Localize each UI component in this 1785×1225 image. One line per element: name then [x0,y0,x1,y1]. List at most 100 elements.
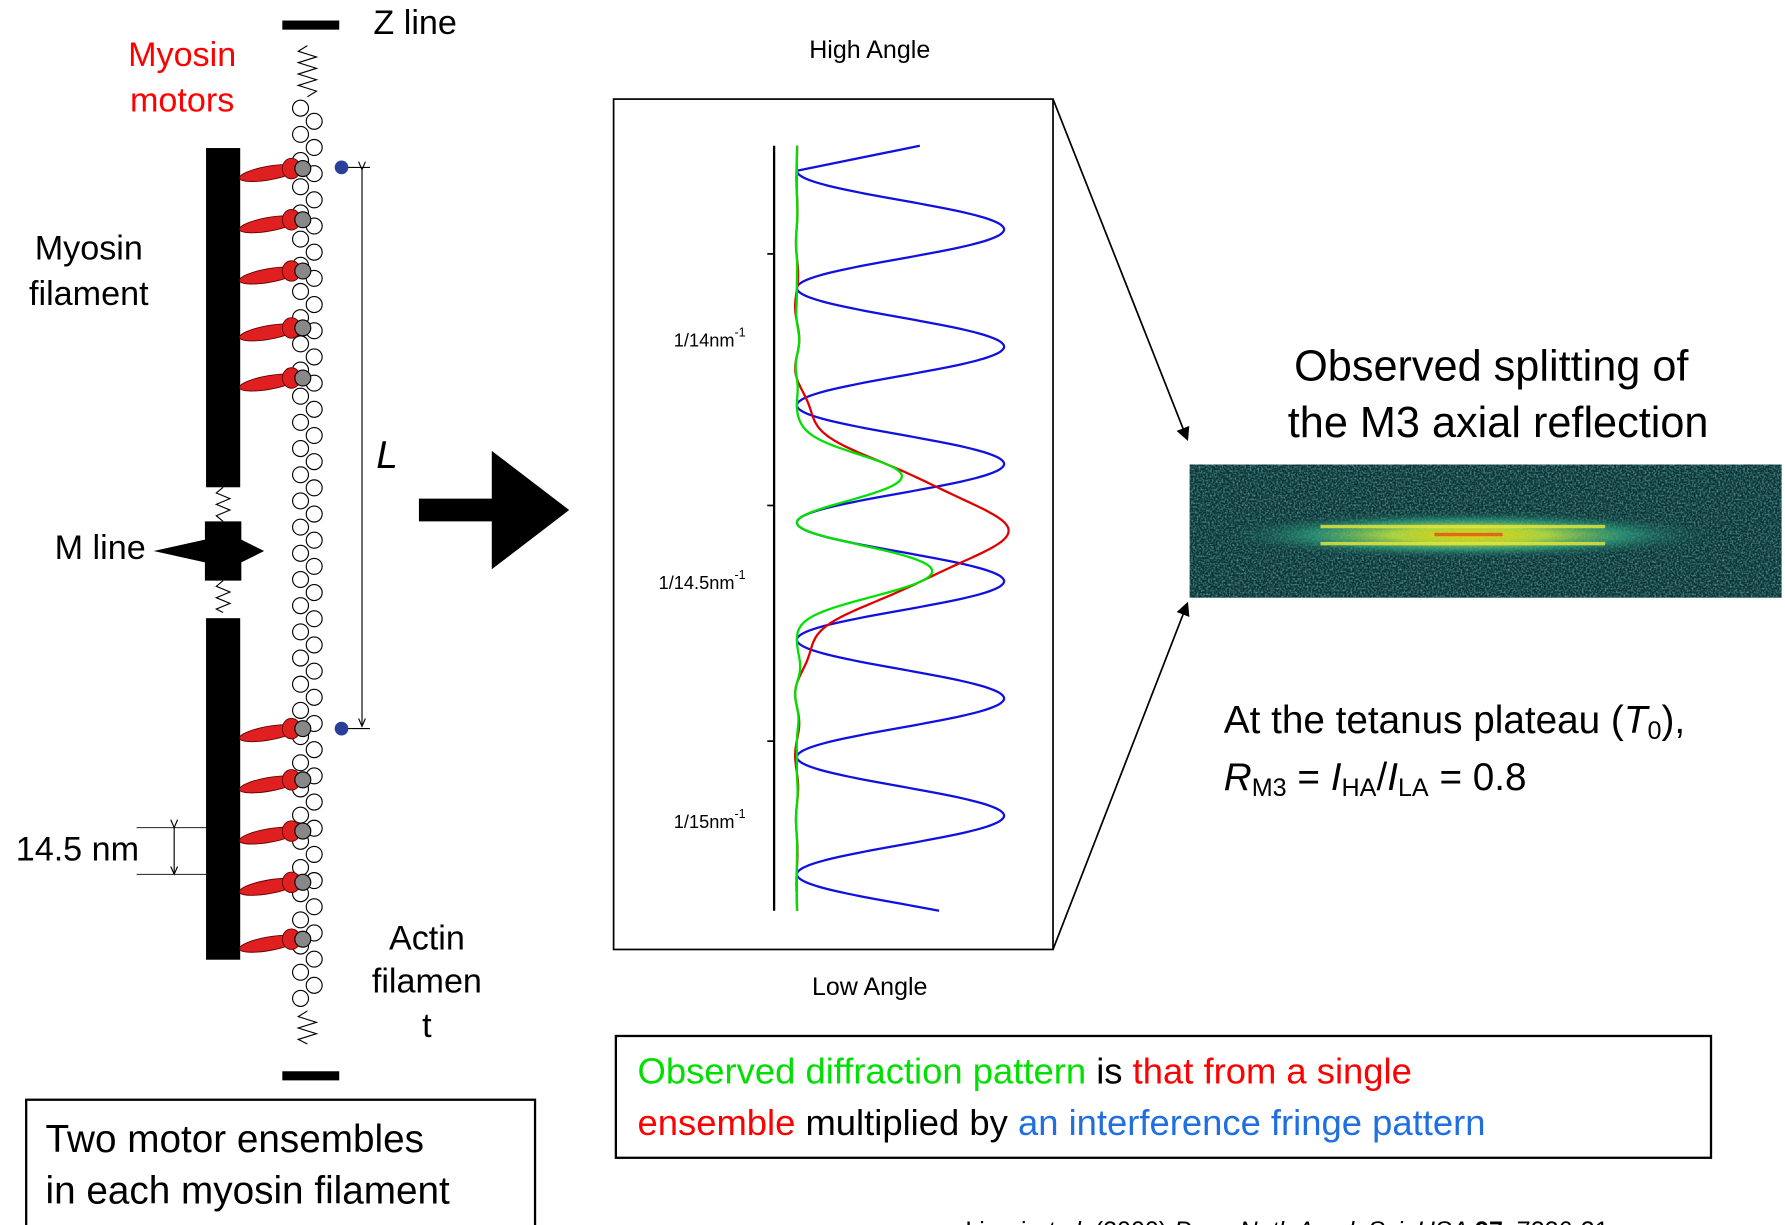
actin-monomer [293,807,309,823]
text-run: = 0.8 [1429,756,1527,799]
text-run: T [1624,699,1650,742]
actin-monomer [293,598,309,614]
actin-monomer [293,545,309,561]
actin-monomer [293,519,309,535]
text-run: (2000) [1088,1216,1174,1225]
text-run: Linari [965,1216,1033,1225]
text-run: 0 [1647,717,1661,745]
citation: Linari et al. (2000) Proc. Natl. Acad. S… [965,1216,1608,1225]
caption-text: ensemble multiplied by an interference f… [638,1101,1486,1142]
actin-site [295,320,311,336]
actin-monomer [293,755,309,771]
actin-monomer [306,899,322,915]
actin-monomer [306,558,322,574]
m-line [154,521,264,580]
text-run: , 7226-31 [1503,1216,1609,1225]
text-run: I [1331,756,1342,799]
actin-site [295,263,311,279]
connector [1053,603,1187,949]
marker-dot [335,161,349,175]
ratio-text: At the tetanus plateau (T0), [1224,699,1685,745]
actin-monomer [306,663,322,679]
actin-site [295,931,311,947]
actin-monomer [293,990,309,1006]
actin-monomer [293,126,309,142]
tick-base: 1/14nm [674,330,735,350]
actin-monomer [306,585,322,601]
z-line-label: Z line [373,4,457,42]
actin-monomer [306,506,322,522]
actin-monomer [306,349,322,365]
actin-monomer [293,964,309,980]
actin-label: t [422,1007,432,1045]
actin-monomer [306,611,322,627]
page: Z line Myosin motors Myosin filament M l… [0,0,1785,1225]
motors-label: motors [130,82,234,120]
note-text: in each myosin filament [46,1169,451,1212]
filament-label: filament [29,275,149,313]
actin-site [295,874,311,890]
actin-site [295,721,311,737]
text-run: I [1387,756,1398,799]
actin-monomer [293,676,309,692]
actin-monomer [293,702,309,718]
actin-site [295,772,311,788]
text-run: Observed diffraction pattern [638,1050,1087,1091]
text-run: that from a single [1133,1050,1412,1091]
actin-monomer [293,100,309,116]
filament-label: Myosin [35,230,143,268]
text-run: Proc. Natl. Acad. Sci. USA [1174,1216,1468,1225]
actin-site [295,823,311,839]
actin-monomer [293,441,309,457]
actin-site [295,370,311,386]
reflection-title: Observed splitting of [1294,342,1689,390]
tick-sup: -1 [735,807,746,821]
m-line-label: M line [55,529,146,567]
text-run [1468,1216,1475,1225]
actin-monomer [293,572,309,588]
actin-monomer [306,454,322,470]
connector [1053,99,1187,439]
ratio-text: RM3 = IHA/ILA = 0.8 [1224,756,1527,802]
text-run: 97 [1475,1216,1503,1225]
actin-monomer [293,912,309,928]
actin-monomer [293,650,309,666]
actin-monomer [306,532,322,548]
actin-monomer [293,388,309,404]
slide: Z line Myosin motors Myosin filament M l… [0,0,1785,1225]
myosin-filament [206,618,240,960]
z-bar [282,21,339,30]
actin-monomer [306,244,322,260]
sarcomere-diagram [137,21,370,1081]
actin-monomer [306,192,322,208]
actin-monomer [306,480,322,496]
actin-monomer [306,977,322,993]
big-arrow [419,451,569,569]
reflection-title: the M3 axial reflection [1288,399,1709,447]
z-bar [282,1071,339,1080]
actin-label: filamen [372,963,482,1001]
text-run: M3 [1252,774,1287,802]
actin-monomer [293,467,309,483]
text-run: / [1376,756,1387,799]
note-text: Two motor ensembles [46,1118,424,1161]
actin-monomer [293,624,309,640]
text-run: HA [1342,774,1377,802]
text-run: is [1086,1050,1133,1091]
text-run: et al. [1034,1216,1088,1225]
marker-dot [335,722,349,736]
actin-monomer [293,284,309,300]
actin-monomer [306,401,322,417]
myosin-filament [206,148,240,487]
actin-monomer [293,231,309,247]
tick-base: 1/15nm [674,812,735,832]
text-run: multiplied by [795,1101,1018,1142]
text-run: R [1224,756,1252,799]
text-run: ), [1661,699,1685,742]
actin-monomer [306,139,322,155]
actin-monomer [306,689,322,705]
reflection-image [1190,465,1782,598]
text-run: At the tetanus plateau ( [1224,699,1624,742]
tick-base: 1/14.5nm [659,573,735,593]
bottom-label: Low Angle [812,973,928,1001]
